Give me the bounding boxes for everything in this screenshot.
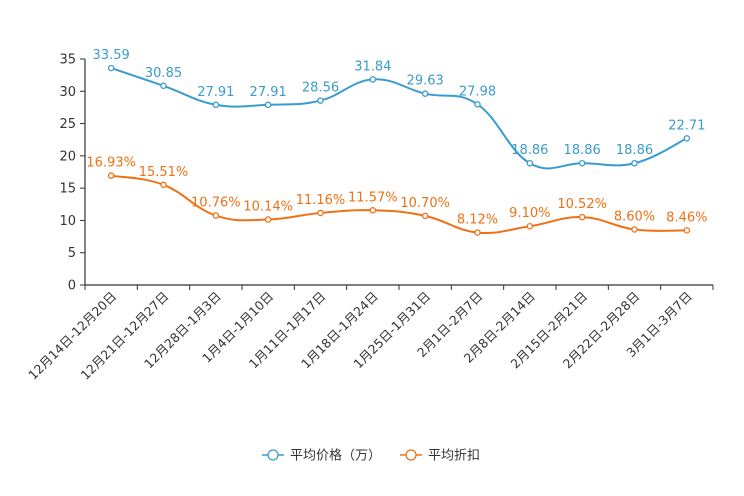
legend-item-average-price[interactable]: 平均价格（万） (262, 448, 381, 464)
data-point[interactable] (683, 227, 691, 234)
data-point[interactable] (160, 181, 167, 189)
series-average-discount: 16.93%15.51% 10.76% 10.14% 11.16% 11.57% 10.7… (86, 156, 707, 236)
data-point[interactable] (421, 212, 429, 220)
y-tick-label: 0 (68, 279, 76, 294)
data-label: 27.91 (250, 85, 287, 100)
y-tick-label: 30 (59, 85, 76, 100)
data-label: 18.86 (564, 143, 601, 158)
data-point[interactable] (317, 97, 324, 104)
series-average-price: 33.59 30.85 27.91 27.91 28.56 31.84 29.63 27.98… (93, 48, 705, 170)
data-point[interactable] (474, 229, 481, 236)
data-point[interactable] (317, 209, 324, 217)
data-label: 8.12% (457, 213, 498, 228)
y-tick-label: 10 (59, 214, 76, 229)
data-label: 8.60% (614, 209, 655, 224)
data-point[interactable] (474, 101, 481, 108)
chart-axes: 0 5 10 15 20 25 30 35 12月14日-12月20日12月21日-12月27日… (25, 53, 714, 383)
legend-label: 平均价格（万） (290, 448, 381, 464)
data-point[interactable] (212, 101, 220, 109)
data-point[interactable] (526, 222, 534, 230)
data-point[interactable] (683, 135, 691, 142)
data-point[interactable] (264, 216, 272, 223)
data-label: 33.59 (93, 48, 130, 63)
data-point[interactable] (578, 213, 586, 221)
series-line (110, 174, 687, 235)
data-point[interactable] (631, 159, 638, 167)
x-tick-label: 12月14日-12月20日 (25, 289, 119, 383)
legend-marker-icon (405, 449, 417, 461)
x-tick-label: 12月21日-12月27日 (77, 289, 171, 383)
data-label: 10.14% (243, 200, 293, 215)
y-tick-label: 5 (68, 246, 76, 261)
legend-label: 平均折扣 (428, 449, 480, 464)
data-label: 10.76% (191, 196, 241, 211)
data-label: 11.57% (348, 190, 398, 205)
legend-item-average-discount[interactable]: 平均折扣 (400, 449, 480, 464)
data-label: 27.91 (197, 85, 234, 100)
data-label: 27.98 (459, 84, 496, 99)
y-tick-label: 20 (59, 149, 76, 164)
data-point[interactable] (369, 207, 377, 214)
data-label: 18.86 (616, 143, 653, 158)
data-label: 29.63 (407, 74, 444, 89)
data-point[interactable] (421, 90, 429, 97)
data-point[interactable] (631, 226, 638, 233)
data-label: 18.86 (511, 143, 548, 158)
data-label: 16.93% (86, 156, 136, 171)
data-label: 9.10% (509, 206, 550, 221)
data-point[interactable] (578, 159, 586, 167)
data-point[interactable] (264, 101, 272, 109)
y-tick-label: 15 (59, 182, 76, 197)
data-point[interactable] (107, 172, 115, 179)
data-label: 31.84 (354, 59, 391, 74)
legend-marker-icon (267, 449, 279, 461)
data-label: 11.16% (296, 193, 346, 208)
data-label: 8.46% (666, 210, 707, 225)
data-point[interactable] (160, 82, 167, 90)
chart-series: 33.59 30.85 27.91 27.91 28.56 31.84 29.63 27.98… (86, 48, 707, 236)
data-label: 22.71 (668, 118, 705, 133)
y-tick-label: 35 (59, 53, 76, 68)
data-label: 10.70% (400, 196, 450, 211)
data-label: 28.56 (302, 81, 339, 96)
data-point[interactable] (526, 159, 534, 167)
data-point[interactable] (107, 64, 115, 72)
data-point[interactable] (369, 76, 377, 83)
chart-legend[interactable]: 平均价格（万） 平均折扣 (262, 448, 480, 464)
data-label: 10.52% (557, 197, 607, 212)
data-point[interactable] (212, 212, 220, 219)
data-label: 30.85 (145, 66, 182, 81)
data-label: 15.51% (139, 165, 189, 180)
y-tick-label: 25 (59, 117, 76, 132)
